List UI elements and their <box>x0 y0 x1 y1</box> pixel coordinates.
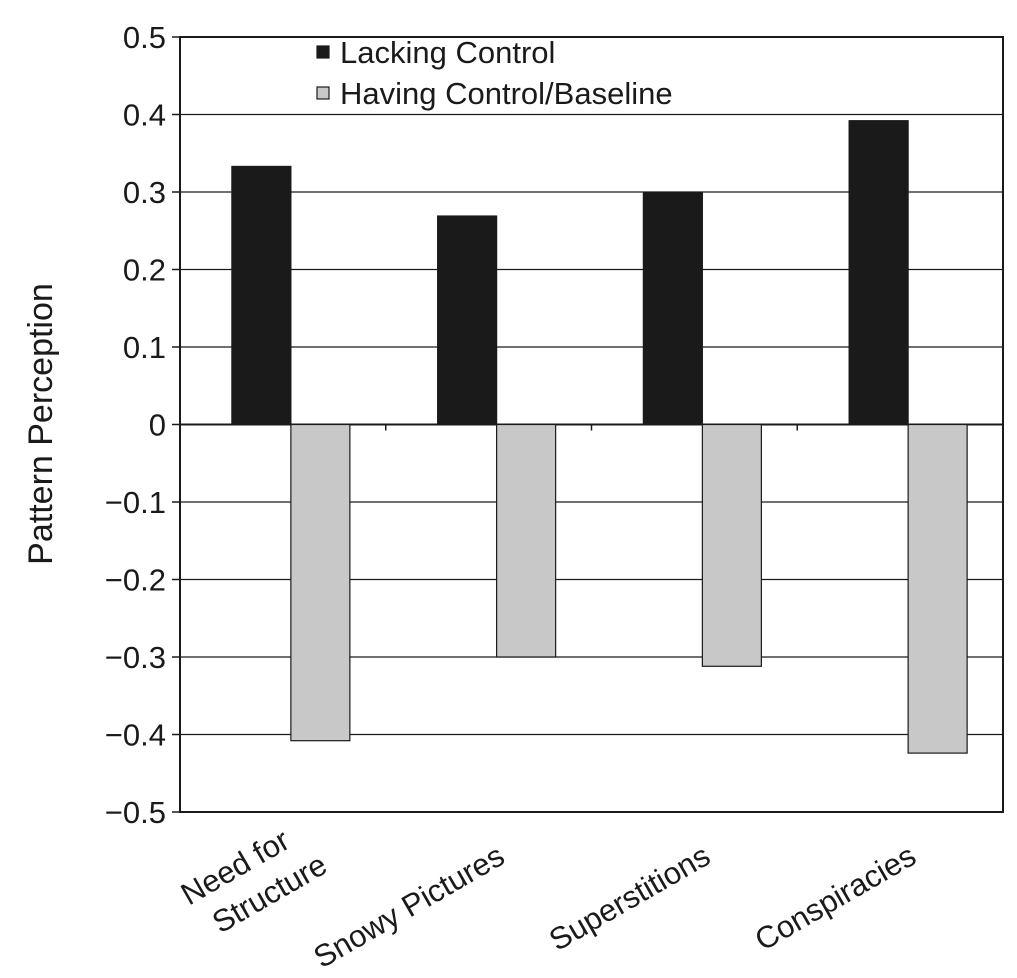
y-tick-label: 0.3 <box>123 175 166 210</box>
y-tick-label: 0.4 <box>123 98 166 133</box>
legend-label: Having Control/Baseline <box>340 76 673 111</box>
y-tick-label: −0.3 <box>105 640 166 675</box>
y-tick-label: −0.1 <box>105 485 166 520</box>
y-tick-labels: 0.5 0.4 0.3 0.2 0.1 0 −0.1 −0.2 −0.3 −0.4 −0.5 <box>105 20 166 830</box>
y-tick-label: 0.1 <box>123 330 166 365</box>
legend-swatch <box>316 86 330 100</box>
bar-having-control <box>496 423 557 658</box>
y-tick-label: 0 <box>149 408 166 443</box>
axes <box>172 36 1004 813</box>
y-tick-label: 0.5 <box>123 20 166 55</box>
bars <box>231 120 968 754</box>
bar-lacking-control <box>642 192 703 426</box>
y-tick-label: −0.5 <box>105 795 166 830</box>
x-tick-label-line: Superstitions <box>543 838 716 958</box>
legend-label: Lacking Control <box>340 35 555 70</box>
x-tick-label: Conspiracies <box>749 838 922 958</box>
x-tick-label-line: Snowy Pictures <box>308 838 511 975</box>
bar-lacking-control <box>848 120 909 426</box>
x-tick-label: Superstitions <box>543 838 716 958</box>
legend-swatch <box>316 45 330 59</box>
plot-frame <box>179 36 1004 813</box>
y-tick-label: −0.4 <box>105 718 166 753</box>
legend: Lacking Control Having Control/Baseline <box>316 35 673 111</box>
bar-having-control <box>701 423 762 667</box>
y-axis-label: Pattern Perception <box>22 283 60 565</box>
x-tick-label: Snowy Pictures <box>308 838 511 975</box>
bar-having-control <box>290 423 351 742</box>
y-tick-label: −0.2 <box>105 563 166 598</box>
bar-lacking-control <box>231 165 292 426</box>
bar-having-control <box>907 423 968 754</box>
x-tick-label: Need forStructure <box>175 812 333 946</box>
y-tick-label: 0.2 <box>123 253 166 288</box>
x-tick-label-line: Conspiracies <box>749 838 922 958</box>
bar-lacking-control <box>437 215 498 426</box>
